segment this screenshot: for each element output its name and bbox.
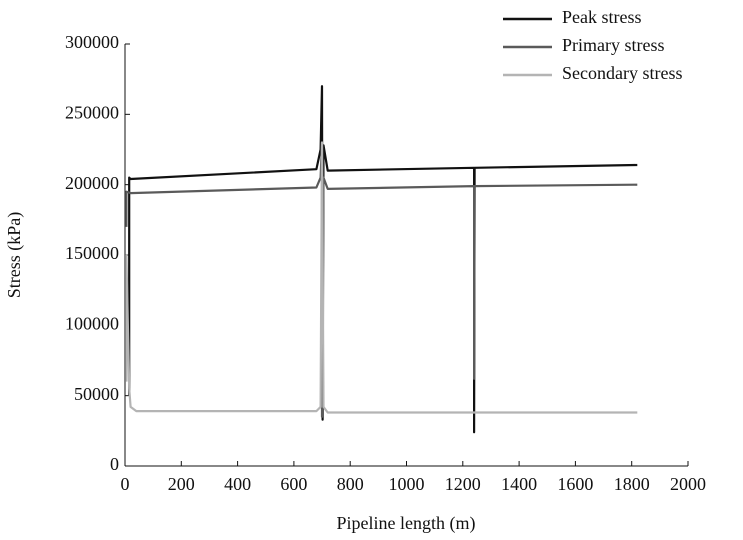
x-tick-label: 1600 <box>557 474 593 494</box>
legend-label: Primary stress <box>562 35 665 55</box>
y-tick-label: 100000 <box>65 313 119 333</box>
x-tick-label: 1800 <box>614 474 650 494</box>
x-tick-label: 1000 <box>389 474 425 494</box>
x-tick-label: 200 <box>168 474 195 494</box>
legend-label: Secondary stress <box>562 63 682 83</box>
x-tick-label: 600 <box>280 474 307 494</box>
series-line <box>128 85 638 434</box>
y-tick-label: 300000 <box>65 32 119 52</box>
legend-label: Peak stress <box>562 7 642 27</box>
series-line <box>125 141 638 414</box>
x-tick-label: 1200 <box>445 474 481 494</box>
y-tick-label: 0 <box>110 454 119 474</box>
y-tick-label: 250000 <box>65 102 119 122</box>
y-tick-label: 200000 <box>65 173 119 193</box>
x-tick-label: 0 <box>121 474 130 494</box>
x-tick-label: 400 <box>224 474 251 494</box>
x-tick-label: 2000 <box>670 474 706 494</box>
y-tick-label: 50000 <box>74 384 119 404</box>
y-axis-label: Stress (kPa) <box>4 212 25 299</box>
x-tick-label: 800 <box>337 474 364 494</box>
x-axis-label: Pipeline length (m) <box>337 513 476 534</box>
x-tick-label: 1400 <box>501 474 537 494</box>
series-line <box>125 141 638 418</box>
y-tick-label: 150000 <box>65 243 119 263</box>
